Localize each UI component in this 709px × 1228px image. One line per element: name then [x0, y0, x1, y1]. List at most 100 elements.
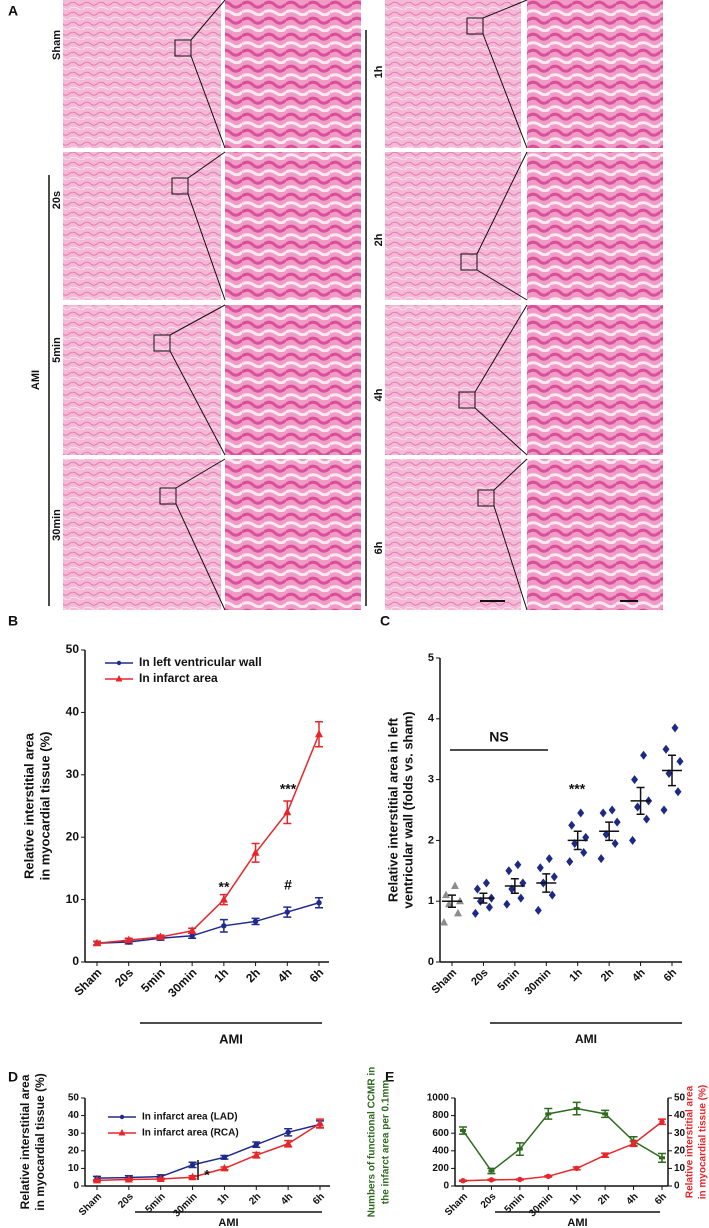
zoom-boxes	[153, 0, 528, 611]
panel-letter: C	[380, 613, 390, 629]
error-bar	[542, 873, 551, 893]
y-tick-label: 4	[428, 713, 435, 725]
legend-label: In infarct area (RCA)	[142, 1128, 239, 1139]
series-line	[96, 902, 320, 945]
error-bar	[605, 821, 614, 842]
x-tick-label: 4h	[279, 1191, 295, 1207]
error-bar	[479, 892, 488, 904]
y-axis-label: the infarct area per 0.1mm	[381, 1080, 392, 1205]
histology-image	[385, 459, 521, 610]
marker	[534, 905, 542, 915]
x-tick-label: 4h	[630, 966, 648, 984]
annotation: ***	[280, 781, 297, 797]
marker	[662, 744, 670, 754]
error-bar	[636, 786, 645, 816]
y-tick-label: 1	[428, 895, 434, 907]
histology-zoom	[527, 152, 663, 300]
series-line	[96, 733, 320, 945]
y-axis-label: in myocardial tissue (%)	[37, 732, 52, 881]
y2-axis-label: in myocardial tissue (%)	[698, 1085, 709, 1199]
marker	[156, 932, 165, 941]
x-tick-label: Sham	[71, 965, 104, 998]
marker	[93, 1175, 101, 1184]
y-axis-label: in myocardial tissue (%)	[33, 1073, 47, 1210]
group-label: AMI	[567, 1217, 587, 1228]
series-line	[96, 1123, 321, 1179]
x-tick-label: 6h	[662, 966, 680, 984]
marker	[482, 878, 490, 888]
marker	[252, 1150, 261, 1159]
marker	[219, 895, 228, 903]
row-label: 30min	[51, 509, 63, 541]
marker	[116, 660, 122, 666]
x-tick-label: 30min	[171, 1191, 199, 1219]
y-tick-label: 0	[72, 954, 79, 968]
histology-image	[385, 305, 521, 455]
panel-letter: D	[8, 1069, 18, 1085]
marker	[536, 863, 544, 873]
error-bar	[573, 830, 582, 851]
marker	[316, 1119, 324, 1127]
marker	[545, 854, 553, 864]
legend-label: In infarct area	[139, 671, 218, 685]
y-tick-label: 2	[428, 834, 434, 846]
marker	[445, 899, 453, 908]
y-tick-label: 30	[68, 1128, 80, 1139]
marker	[580, 848, 588, 858]
legend-label: In infarct area (LAD)	[142, 1112, 238, 1123]
marker	[545, 1173, 551, 1180]
x-tick-label: 6h	[311, 1191, 327, 1207]
marker	[485, 902, 493, 912]
marker	[253, 1141, 259, 1148]
x-tick-label: 20s	[479, 1191, 499, 1211]
y-tick-label: 10	[66, 892, 80, 906]
marker	[568, 820, 576, 830]
marker	[284, 909, 290, 915]
marker	[630, 1141, 637, 1147]
row-label: Sham	[51, 30, 63, 60]
y-tick-label: 5	[428, 652, 434, 664]
x-tick-label: Sham	[443, 1191, 470, 1218]
y-tick-label: 40	[66, 705, 80, 719]
marker	[471, 908, 479, 918]
marker	[118, 1129, 126, 1136]
histology-image	[63, 305, 221, 455]
marker	[608, 805, 616, 815]
marker	[221, 923, 227, 929]
marker	[284, 1139, 293, 1147]
x-tick-label: 5min	[495, 967, 522, 994]
y-axis-label: Relative interstitial area in left	[385, 717, 400, 902]
marker	[629, 835, 637, 845]
histology-zoom	[527, 305, 663, 455]
marker	[189, 933, 195, 939]
marker	[602, 1152, 608, 1158]
y-tick-label: 50	[66, 642, 80, 656]
y2-tick-label: 40	[674, 1110, 686, 1121]
marker	[571, 838, 579, 848]
marker	[517, 893, 525, 903]
y-axis-label: ventricular wall (folds vs. sham)	[400, 711, 415, 908]
marker	[665, 769, 673, 779]
marker	[676, 756, 684, 766]
x-tick-label: 2h	[243, 965, 263, 985]
marker	[93, 938, 101, 947]
marker	[251, 848, 260, 856]
marker	[188, 1172, 197, 1181]
marker	[631, 775, 639, 785]
error-bar	[448, 894, 456, 909]
group-label: AMI	[219, 1031, 243, 1046]
marker	[119, 1114, 125, 1120]
marker	[285, 1129, 291, 1136]
marker	[316, 900, 322, 906]
series-line	[462, 1121, 663, 1182]
panel-letter: E	[385, 1069, 394, 1085]
y-tick-label: 1000	[427, 1093, 450, 1104]
histology-image	[63, 0, 221, 148]
marker	[514, 860, 522, 870]
x-tick-label: 20s	[116, 1191, 136, 1211]
y-axis-label: Relative interstitial area	[21, 732, 36, 879]
series-line	[96, 1122, 321, 1182]
histology-zoom	[527, 0, 663, 148]
y-tick-label: 10	[68, 1163, 80, 1174]
marker	[545, 1112, 552, 1116]
